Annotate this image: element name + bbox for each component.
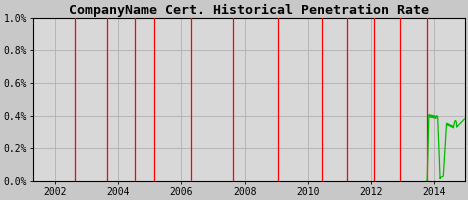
Title: CompanyName Cert. Historical Penetration Rate: CompanyName Cert. Historical Penetration… — [68, 3, 429, 17]
